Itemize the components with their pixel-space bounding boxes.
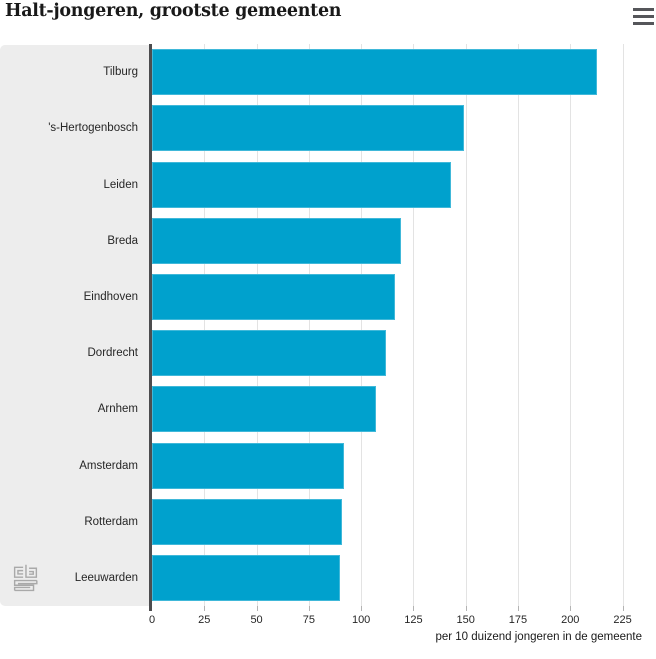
bar-track: [152, 44, 656, 100]
bar[interactable]: [152, 554, 341, 601]
bar[interactable]: [152, 330, 387, 377]
tick-mark: [413, 606, 415, 611]
bar-track: [152, 325, 656, 381]
bar-row: Eindhoven: [0, 269, 656, 325]
tick-mark: [204, 606, 206, 611]
tick-label: 200: [561, 614, 580, 626]
gridline: [622, 44, 624, 606]
bar-track: [152, 100, 656, 156]
bar-rows: Tilburg 's-Hertogenbosch Leiden Breda Eindho…: [0, 44, 656, 606]
category-label: Leiden: [103, 178, 138, 191]
bar[interactable]: [152, 273, 395, 320]
tick-label: 100: [351, 614, 371, 626]
tick-label: 25: [198, 614, 211, 626]
gridline: [204, 44, 206, 606]
category-label: Rotterdam: [84, 515, 138, 528]
gridline: [256, 44, 258, 606]
menu-button[interactable]: [633, 8, 654, 25]
bar-row: Rotterdam: [0, 494, 656, 550]
hamburger-icon: [633, 14, 654, 19]
bar[interactable]: [152, 442, 345, 489]
category-label: Amsterdam: [79, 459, 138, 472]
x-axis: 0 25 50 75 100 125 150 175 200 225: [148, 606, 656, 634]
category-label: Tilburg: [103, 66, 138, 79]
bar-track: [152, 494, 656, 550]
bar[interactable]: [152, 105, 464, 152]
category-label: Arnhem: [97, 403, 138, 416]
category-label: Breda: [107, 234, 138, 247]
hamburger-icon: [633, 8, 654, 12]
x-axis-title: per 10 duizend jongeren in de gemeente: [435, 631, 642, 643]
bar-track: [152, 156, 656, 212]
bar-row: Amsterdam: [0, 437, 656, 493]
bar-track: [152, 437, 656, 493]
tick-mark: [622, 606, 624, 611]
bar-row: Arnhem: [0, 381, 656, 437]
gridline: [465, 44, 467, 606]
bar-row: Dordrecht: [0, 325, 656, 381]
bar-chart: Tilburg 's-Hertogenbosch Leiden Breda Eindho…: [0, 44, 656, 611]
tick-label: 150: [456, 614, 475, 626]
tick-mark: [570, 606, 572, 611]
category-label: 's-Hertogenbosch: [48, 122, 138, 135]
gridline: [413, 44, 415, 606]
tick-mark: [361, 606, 363, 611]
bar-row: Breda: [0, 213, 656, 269]
tick-mark: [465, 606, 467, 611]
cbs-logo: [13, 564, 38, 592]
gridline: [570, 44, 572, 606]
tick-label: 125: [404, 614, 423, 626]
bar[interactable]: [152, 498, 343, 545]
tick-label: 175: [508, 614, 528, 626]
category-label: Eindhoven: [83, 290, 138, 303]
tick-label: 0: [148, 614, 156, 626]
category-panel: [0, 45, 149, 606]
bar[interactable]: [152, 217, 401, 264]
tick-label: 225: [613, 614, 632, 626]
bar-track: [152, 381, 656, 437]
bar[interactable]: [152, 49, 598, 96]
y-axis-line: [149, 44, 152, 611]
bar[interactable]: [152, 386, 376, 433]
gridline: [308, 44, 310, 606]
category-label: Leeuwarden: [74, 571, 138, 584]
bar-track: [152, 269, 656, 325]
gridlines: [152, 44, 656, 606]
gridline: [361, 44, 363, 606]
tick-label: 50: [250, 614, 263, 626]
bar-row: 's-Hertogenbosch: [0, 100, 656, 156]
tick-mark: [517, 606, 519, 611]
page-title: Halt-jongeren, grootste gemeenten: [5, 1, 342, 21]
bar[interactable]: [152, 161, 452, 208]
tick-mark: [256, 606, 258, 611]
bar-row: Tilburg: [0, 44, 656, 100]
tick-label: 75: [302, 614, 315, 626]
bar-track: [152, 213, 656, 269]
tick-mark: [308, 606, 310, 611]
bar-row: Leeuwarden: [0, 550, 656, 606]
category-label: Dordrecht: [87, 347, 139, 360]
bar-track: [152, 550, 656, 606]
gridline: [517, 44, 519, 606]
bar-row: Leiden: [0, 156, 656, 212]
hamburger-icon: [633, 21, 654, 25]
